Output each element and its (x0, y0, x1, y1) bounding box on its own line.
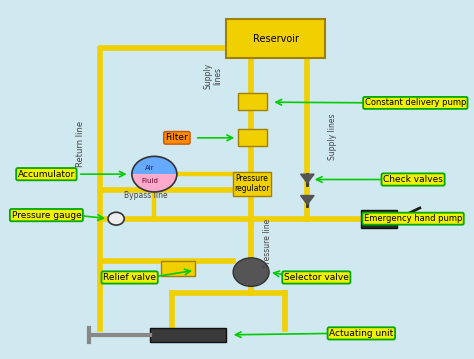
Text: Check valves: Check valves (383, 175, 443, 184)
Text: Pressure gauge: Pressure gauge (11, 211, 81, 220)
Text: Selector valve: Selector valve (284, 273, 349, 282)
FancyBboxPatch shape (227, 19, 325, 59)
Text: Fluid: Fluid (141, 178, 158, 183)
FancyBboxPatch shape (150, 328, 227, 341)
Text: Emergency hand pump: Emergency hand pump (364, 214, 462, 223)
Wedge shape (132, 174, 177, 192)
Text: Supply
lines: Supply lines (203, 63, 223, 89)
Text: Pressure line: Pressure line (263, 219, 272, 268)
FancyBboxPatch shape (161, 261, 195, 276)
Text: Pressure
regulator: Pressure regulator (234, 174, 270, 194)
Wedge shape (233, 258, 269, 286)
Text: Constant delivery pump: Constant delivery pump (365, 98, 466, 107)
Text: Return line: Return line (76, 121, 85, 167)
FancyBboxPatch shape (237, 129, 267, 146)
Text: Bypass line: Bypass line (124, 191, 167, 200)
Text: Filter: Filter (165, 133, 188, 142)
Text: Reservoir: Reservoir (253, 34, 299, 44)
Text: Actuating unit: Actuating unit (329, 329, 393, 338)
Polygon shape (301, 196, 314, 204)
Text: Air: Air (145, 165, 155, 171)
Wedge shape (132, 157, 177, 174)
Polygon shape (301, 174, 314, 183)
Text: Accumulator: Accumulator (18, 170, 75, 179)
Text: Supply lines: Supply lines (328, 113, 337, 160)
Text: Relief valve: Relief valve (103, 273, 156, 282)
FancyBboxPatch shape (233, 172, 271, 196)
FancyBboxPatch shape (237, 93, 267, 110)
Circle shape (108, 212, 124, 225)
FancyBboxPatch shape (361, 210, 397, 228)
